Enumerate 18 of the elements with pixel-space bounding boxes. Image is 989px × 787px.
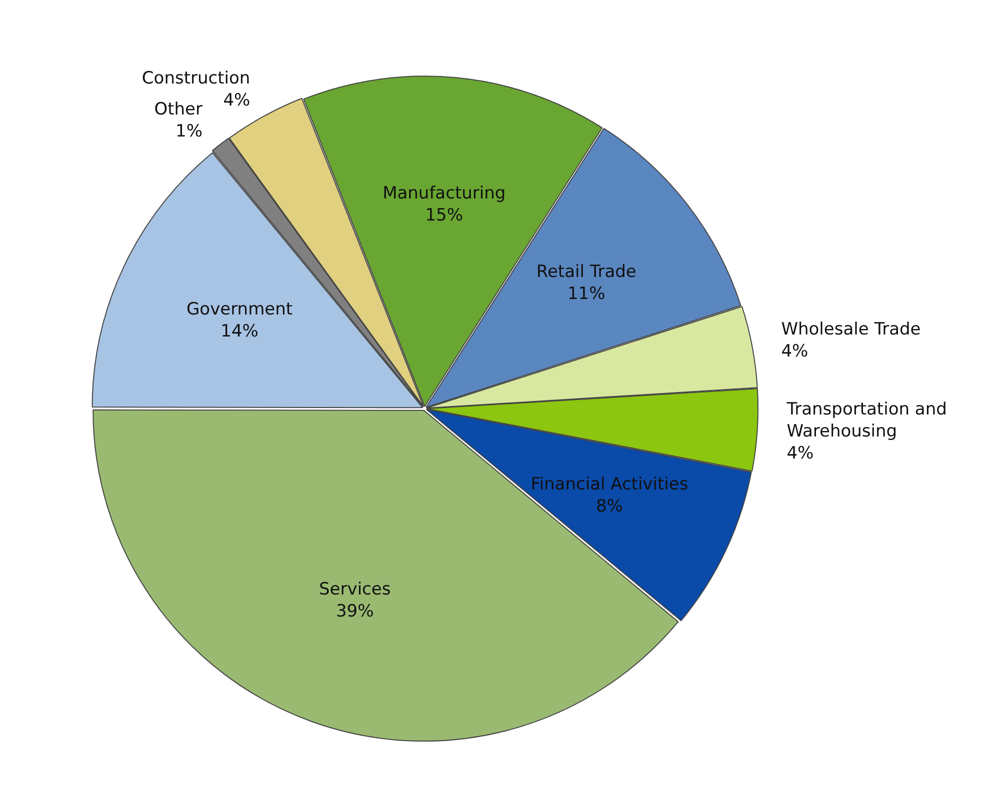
data-label: 4%: [786, 443, 814, 464]
data-label: 4%: [781, 342, 808, 362]
data-label: 8%: [596, 496, 623, 516]
slice-label: Retail Trade: [536, 262, 636, 282]
slice-label: Construction: [142, 68, 250, 89]
data-label: 39%: [336, 601, 374, 622]
slice-label: Transportation and Warehousing: [786, 399, 947, 442]
data-label: 4%: [223, 90, 250, 111]
slice-label: Wholesale Trade: [781, 320, 921, 340]
data-label: 14%: [220, 321, 258, 342]
slice-label: Financial Activities: [530, 474, 688, 494]
slice-label: Other: [154, 100, 203, 120]
data-label: 11%: [567, 284, 606, 304]
slice-label: Government: [186, 299, 293, 320]
data-label: 15%: [425, 205, 464, 226]
slice-label: Manufacturing: [382, 183, 506, 204]
data-label: 1%: [176, 122, 203, 142]
slice-label: Services: [319, 579, 391, 600]
